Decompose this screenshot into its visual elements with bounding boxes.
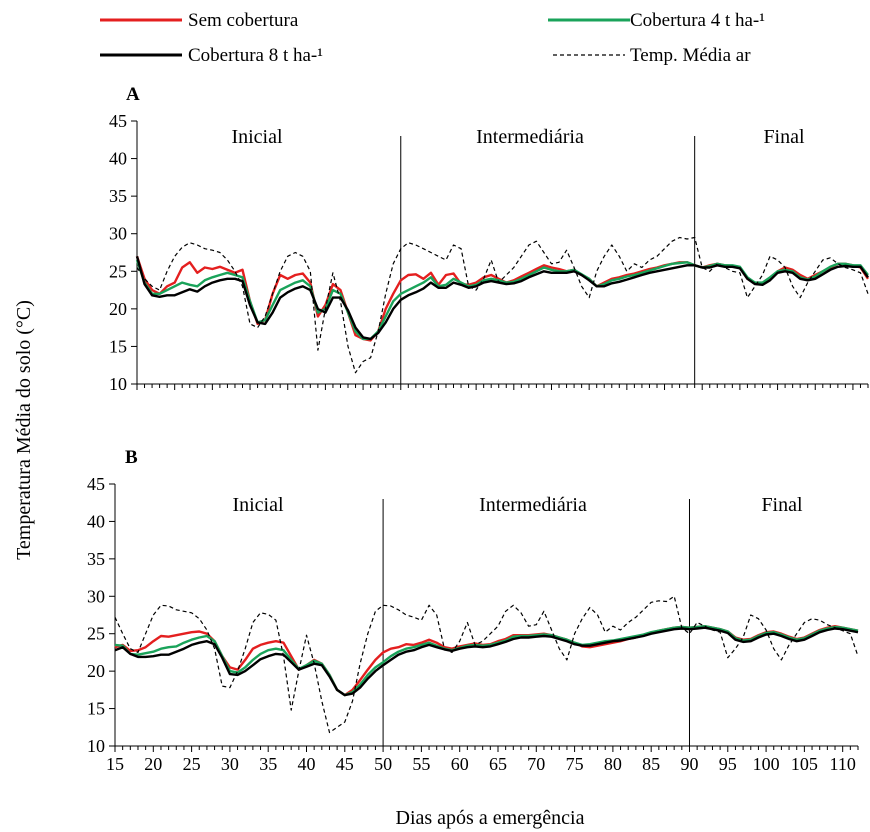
x-tick-label: 70 <box>527 754 545 774</box>
x-tick-label: 105 <box>791 754 818 774</box>
x-tick-label: 100 <box>753 754 780 774</box>
y-tick-label: 15 <box>109 336 127 356</box>
series-line-cobertura-4-t-ha <box>135 259 869 341</box>
y-tick-label: 10 <box>109 374 127 394</box>
series-line-sem-cobertura <box>114 625 859 697</box>
phase-label: Intermediária <box>479 494 587 516</box>
x-tick-label: 95 <box>719 754 737 774</box>
y-tick-label: 30 <box>109 224 127 244</box>
series-line-cobertura-8-t-ha <box>114 626 859 697</box>
panel-letter: A <box>126 84 140 105</box>
y-tick-label: 15 <box>87 699 105 719</box>
x-tick-label: 80 <box>604 754 622 774</box>
x-tick-label: 35 <box>259 754 277 774</box>
x-tick-label: 20 <box>144 754 162 774</box>
y-tick-label: 20 <box>87 661 105 681</box>
series-line-cobertura-8-t-ha <box>135 255 869 341</box>
y-tick-label: 40 <box>109 149 127 169</box>
panel-a: A 10 15 20 25 30 35 40 45 Inicial Intermediária Fin… <box>109 84 869 394</box>
y-axis-title: Temperatura Média do solo (°C) <box>13 300 35 560</box>
phase-label: Inicial <box>231 126 283 148</box>
x-tick-label: 15 <box>106 754 124 774</box>
legend-label-sem-cobertura: Sem cobertura <box>188 10 299 31</box>
y-tick-label: 25 <box>87 624 105 644</box>
series-line-temp-m-dia-ar <box>136 236 869 374</box>
x-tick-label: 60 <box>451 754 469 774</box>
phase-label: Final <box>763 126 805 148</box>
x-tick-label: 65 <box>489 754 507 774</box>
panel-letter: B <box>125 447 138 468</box>
x-tick-label: 110 <box>830 754 856 774</box>
x-tick-label: 45 <box>336 754 354 774</box>
legend: Sem cobertura Cobertura 4 t ha-¹ Cobertu… <box>100 10 765 66</box>
y-tick-label: 35 <box>87 549 105 569</box>
legend-label-cobertura-4: Cobertura 4 t ha-¹ <box>630 10 765 31</box>
y-tick-label: 45 <box>109 111 127 131</box>
series-line-temp-m-dia-ar <box>114 595 859 734</box>
y-tick-label: 40 <box>87 511 105 531</box>
y-tick-label: 20 <box>109 299 127 319</box>
phase-label: Inicial <box>232 494 284 516</box>
y-tick-label: 35 <box>109 186 127 206</box>
x-tick-label: 40 <box>297 754 315 774</box>
y-tick-label: 30 <box>87 586 105 606</box>
x-tick-label: 30 <box>221 754 239 774</box>
x-tick-label: 75 <box>566 754 584 774</box>
x-tick-label: 90 <box>680 754 698 774</box>
y-tick-label: 10 <box>87 736 105 756</box>
x-tick-label: 25 <box>183 754 201 774</box>
legend-label-cobertura-8: Cobertura 8 t ha-¹ <box>188 45 323 66</box>
phase-label: Final <box>761 494 803 516</box>
x-tick-label: 55 <box>412 754 430 774</box>
phase-label: Intermediária <box>476 126 584 148</box>
y-tick-label: 25 <box>109 261 127 281</box>
y-tick-label: 45 <box>87 474 105 494</box>
legend-label-temp-ar: Temp. Média ar <box>630 45 751 66</box>
x-tick-label: 50 <box>374 754 392 774</box>
x-tick-label: 85 <box>642 754 660 774</box>
x-axis-title: Dias após a emergência <box>396 807 585 829</box>
